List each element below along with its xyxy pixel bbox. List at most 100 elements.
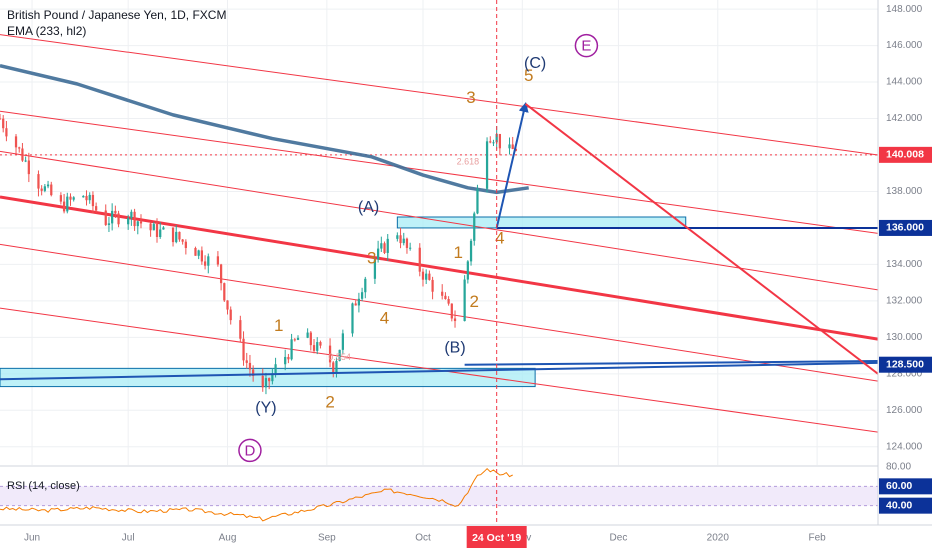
wave-label: (B) xyxy=(444,340,465,357)
price-tick-label: 146.000 xyxy=(886,40,923,51)
candle-body xyxy=(274,364,277,374)
support-zone-rect xyxy=(396,216,687,229)
price-badge xyxy=(879,146,932,163)
candle-body xyxy=(316,342,319,351)
circled-label: D xyxy=(245,442,256,459)
time-axis[interactable]: JunJulAugSepOctNovDec2020Feb24 Oct '19 xyxy=(0,524,932,550)
candle-body xyxy=(373,259,377,279)
projection-line xyxy=(464,360,878,366)
candle-body xyxy=(380,243,383,249)
price-axis[interactable]: 148.000146.000144.000142.000140.000138.0… xyxy=(877,0,932,550)
candle-body xyxy=(409,247,412,249)
candle-body xyxy=(252,369,255,376)
candle-body xyxy=(229,309,232,321)
grid xyxy=(0,0,878,465)
candle-body xyxy=(226,300,229,310)
rsi-pane[interactable] xyxy=(0,467,878,525)
price-tick-label: 130.000 xyxy=(886,332,923,343)
candle-body xyxy=(476,188,479,214)
candle-body xyxy=(27,160,30,175)
candle-body xyxy=(268,378,271,382)
candle-body xyxy=(354,303,357,306)
rsi-level-label: 40.00 xyxy=(886,499,912,511)
candle-body xyxy=(469,240,473,262)
support-zone-rect xyxy=(0,367,536,388)
wave-label: 1 xyxy=(453,243,462,262)
rsi-level-badge xyxy=(879,478,932,495)
candle-body xyxy=(59,195,63,202)
price-tick-label: 144.000 xyxy=(886,77,923,88)
candle-body xyxy=(418,247,421,272)
circled-label-ring xyxy=(238,438,262,463)
time-tick-label: Jul xyxy=(122,533,135,544)
price-badge xyxy=(879,219,932,236)
candle-body xyxy=(91,194,95,207)
projection-arrow xyxy=(495,101,529,229)
candle-body xyxy=(37,174,40,189)
wave-label: 1 xyxy=(274,316,283,335)
candle-body xyxy=(2,118,5,129)
candle-body xyxy=(0,118,2,120)
candle-body xyxy=(171,227,175,243)
rsi-level-badge xyxy=(879,497,932,514)
candle-body xyxy=(62,201,66,212)
rsi-level-label: 60.00 xyxy=(886,480,912,492)
candle-body xyxy=(284,356,287,365)
candle-body xyxy=(117,213,120,225)
candle-body xyxy=(66,196,69,212)
candle-body xyxy=(203,261,207,266)
candle-body xyxy=(239,320,242,339)
price-tick-label: 128.000 xyxy=(886,368,923,379)
candle-body xyxy=(405,238,409,248)
candle-body xyxy=(312,345,316,351)
indicator-title: EMA (233, hl2) xyxy=(7,24,87,38)
channel-line xyxy=(0,34,878,156)
candle-body xyxy=(357,298,361,306)
price-badge-label: 136.000 xyxy=(886,222,924,234)
candle-body xyxy=(428,273,431,280)
candle-body xyxy=(399,235,402,244)
candle-body xyxy=(309,332,312,346)
candle-body xyxy=(88,194,91,201)
candle-body xyxy=(181,239,184,242)
candle-body xyxy=(271,373,274,382)
candle-body xyxy=(136,221,139,227)
wave-label: 2 xyxy=(325,392,334,411)
projection-line xyxy=(524,103,878,375)
candle-body xyxy=(14,136,18,148)
price-tick-label: 142.000 xyxy=(886,113,923,124)
time-tick-label: 2020 xyxy=(707,533,730,544)
candle-body xyxy=(293,339,296,341)
candle-body xyxy=(447,299,450,304)
candle-body xyxy=(473,213,476,241)
rsi-title: RSI (14, close) xyxy=(7,480,80,492)
candle-body xyxy=(341,333,344,350)
wave-label: (A) xyxy=(358,199,379,216)
trend-channel xyxy=(0,34,878,433)
candle-body xyxy=(514,148,518,151)
candle-body xyxy=(360,292,364,299)
candle-body xyxy=(200,250,203,262)
candle-body xyxy=(511,144,514,149)
time-axis-bg xyxy=(0,525,932,550)
candle-body xyxy=(139,221,143,224)
price-tick-label: 124.000 xyxy=(886,441,923,452)
candle-body xyxy=(466,261,469,280)
candle-body xyxy=(319,342,322,346)
price-pane[interactable]: 1 2 3 4 1 2 3 4 5 (Y) (A) (B) (C) D E 0.554 2.618 xyxy=(0,0,878,525)
candle-body xyxy=(197,250,200,256)
candle-body xyxy=(441,291,444,296)
fib-label: 0.554 xyxy=(328,352,351,362)
candle-body xyxy=(364,278,367,293)
wave-labels: 1 2 3 4 1 2 3 4 5 (Y) (A) (B) (C) D E 0.554 2.618 xyxy=(238,33,599,463)
channel-line xyxy=(0,243,878,382)
projection-line xyxy=(0,361,878,381)
wave-label: 3 xyxy=(466,88,475,107)
candle-body xyxy=(495,133,498,143)
candle-body xyxy=(242,338,245,361)
fib-label: 2.618 xyxy=(457,157,480,167)
candle-body xyxy=(82,195,85,198)
price-badge-label: 140.008 xyxy=(886,149,924,161)
candle-body xyxy=(332,362,335,374)
